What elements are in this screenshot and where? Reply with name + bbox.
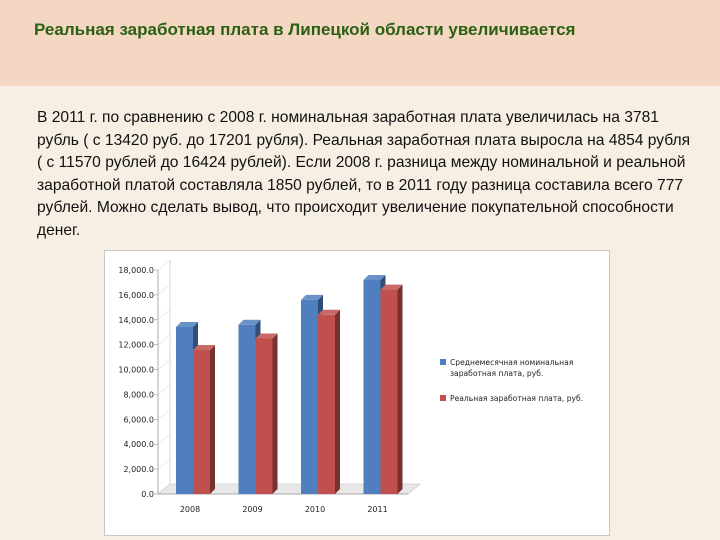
title-band [0,0,720,86]
x-tick-label: 2010 [305,505,325,514]
y-tick-label: 14,000.0 [118,316,154,325]
y-tick-label: 10,000.0 [118,366,154,375]
y-gridline-diag [157,284,171,296]
bar-top-0-1 [238,319,261,325]
y-gridline-diag [157,434,171,445]
bar-0-0 [176,326,193,494]
y-gridline-diag [157,309,171,320]
bar-1-1 [255,338,273,494]
y-gridline-diag [157,458,171,470]
bar-1-0 [193,350,210,494]
y-tick-label: 6,000.0 [123,415,154,424]
y-gridline-diag [157,359,171,370]
bar-top-0-3 [363,274,386,280]
legend-item-real: Реальная заработная плата, руб. [440,393,610,404]
y-gridline-diag [157,409,171,420]
y-gridline-diag [157,483,171,495]
chart-legend: Среднемесячная номинальная заработная пл… [440,357,610,418]
x-tick-label: 2011 [367,505,387,514]
legend-label-nominal: Среднемесячная номинальная заработная пл… [450,358,574,378]
y-gridline-diag [157,384,171,395]
y-tick-label: 4,000.0 [123,440,154,449]
bar-side-1-2 [335,309,340,494]
bar-0-2 [301,299,318,494]
y-tick-label: 18,000.0 [118,266,154,275]
legend-swatch-nominal [440,359,446,365]
bar-0-3 [363,279,381,494]
bar-top-1-0 [193,345,215,351]
bar-1-3 [380,289,398,494]
bar-top-0-2 [301,294,323,300]
legend-swatch-real [440,395,446,401]
bar-side-1-0 [210,345,215,494]
bar-side-1-1 [272,333,278,494]
bar-top-1-3 [380,284,403,290]
slide-title: Реальная заработная плата в Липецкой обл… [34,20,576,39]
y-tick-label: 0.0 [141,490,154,499]
bar-1-2 [318,314,335,494]
y-tick-label: 12,000.0 [118,341,154,350]
bar-top-1-1 [255,333,278,339]
bar-0-1 [238,324,256,494]
x-tick-label: 2009 [242,505,262,514]
y-tick-label: 8,000.0 [123,390,154,399]
x-tick-label: 2008 [180,505,200,514]
legend-label-real: Реальная заработная плата, руб. [450,394,584,403]
bar-side-1-3 [397,284,403,494]
slide-body-text: В 2011 г. по сравнению с 2008 г. номинал… [37,109,691,239]
bar-top-0-0 [176,321,198,327]
y-gridline-diag [157,259,171,271]
y-gridline-diag [157,334,171,345]
bar-top-1-2 [318,309,340,315]
legend-item-nominal: Среднемесячная номинальная заработная пл… [440,357,610,379]
y-tick-label: 2,000.0 [123,465,154,474]
y-tick-label: 16,000.0 [118,291,154,300]
